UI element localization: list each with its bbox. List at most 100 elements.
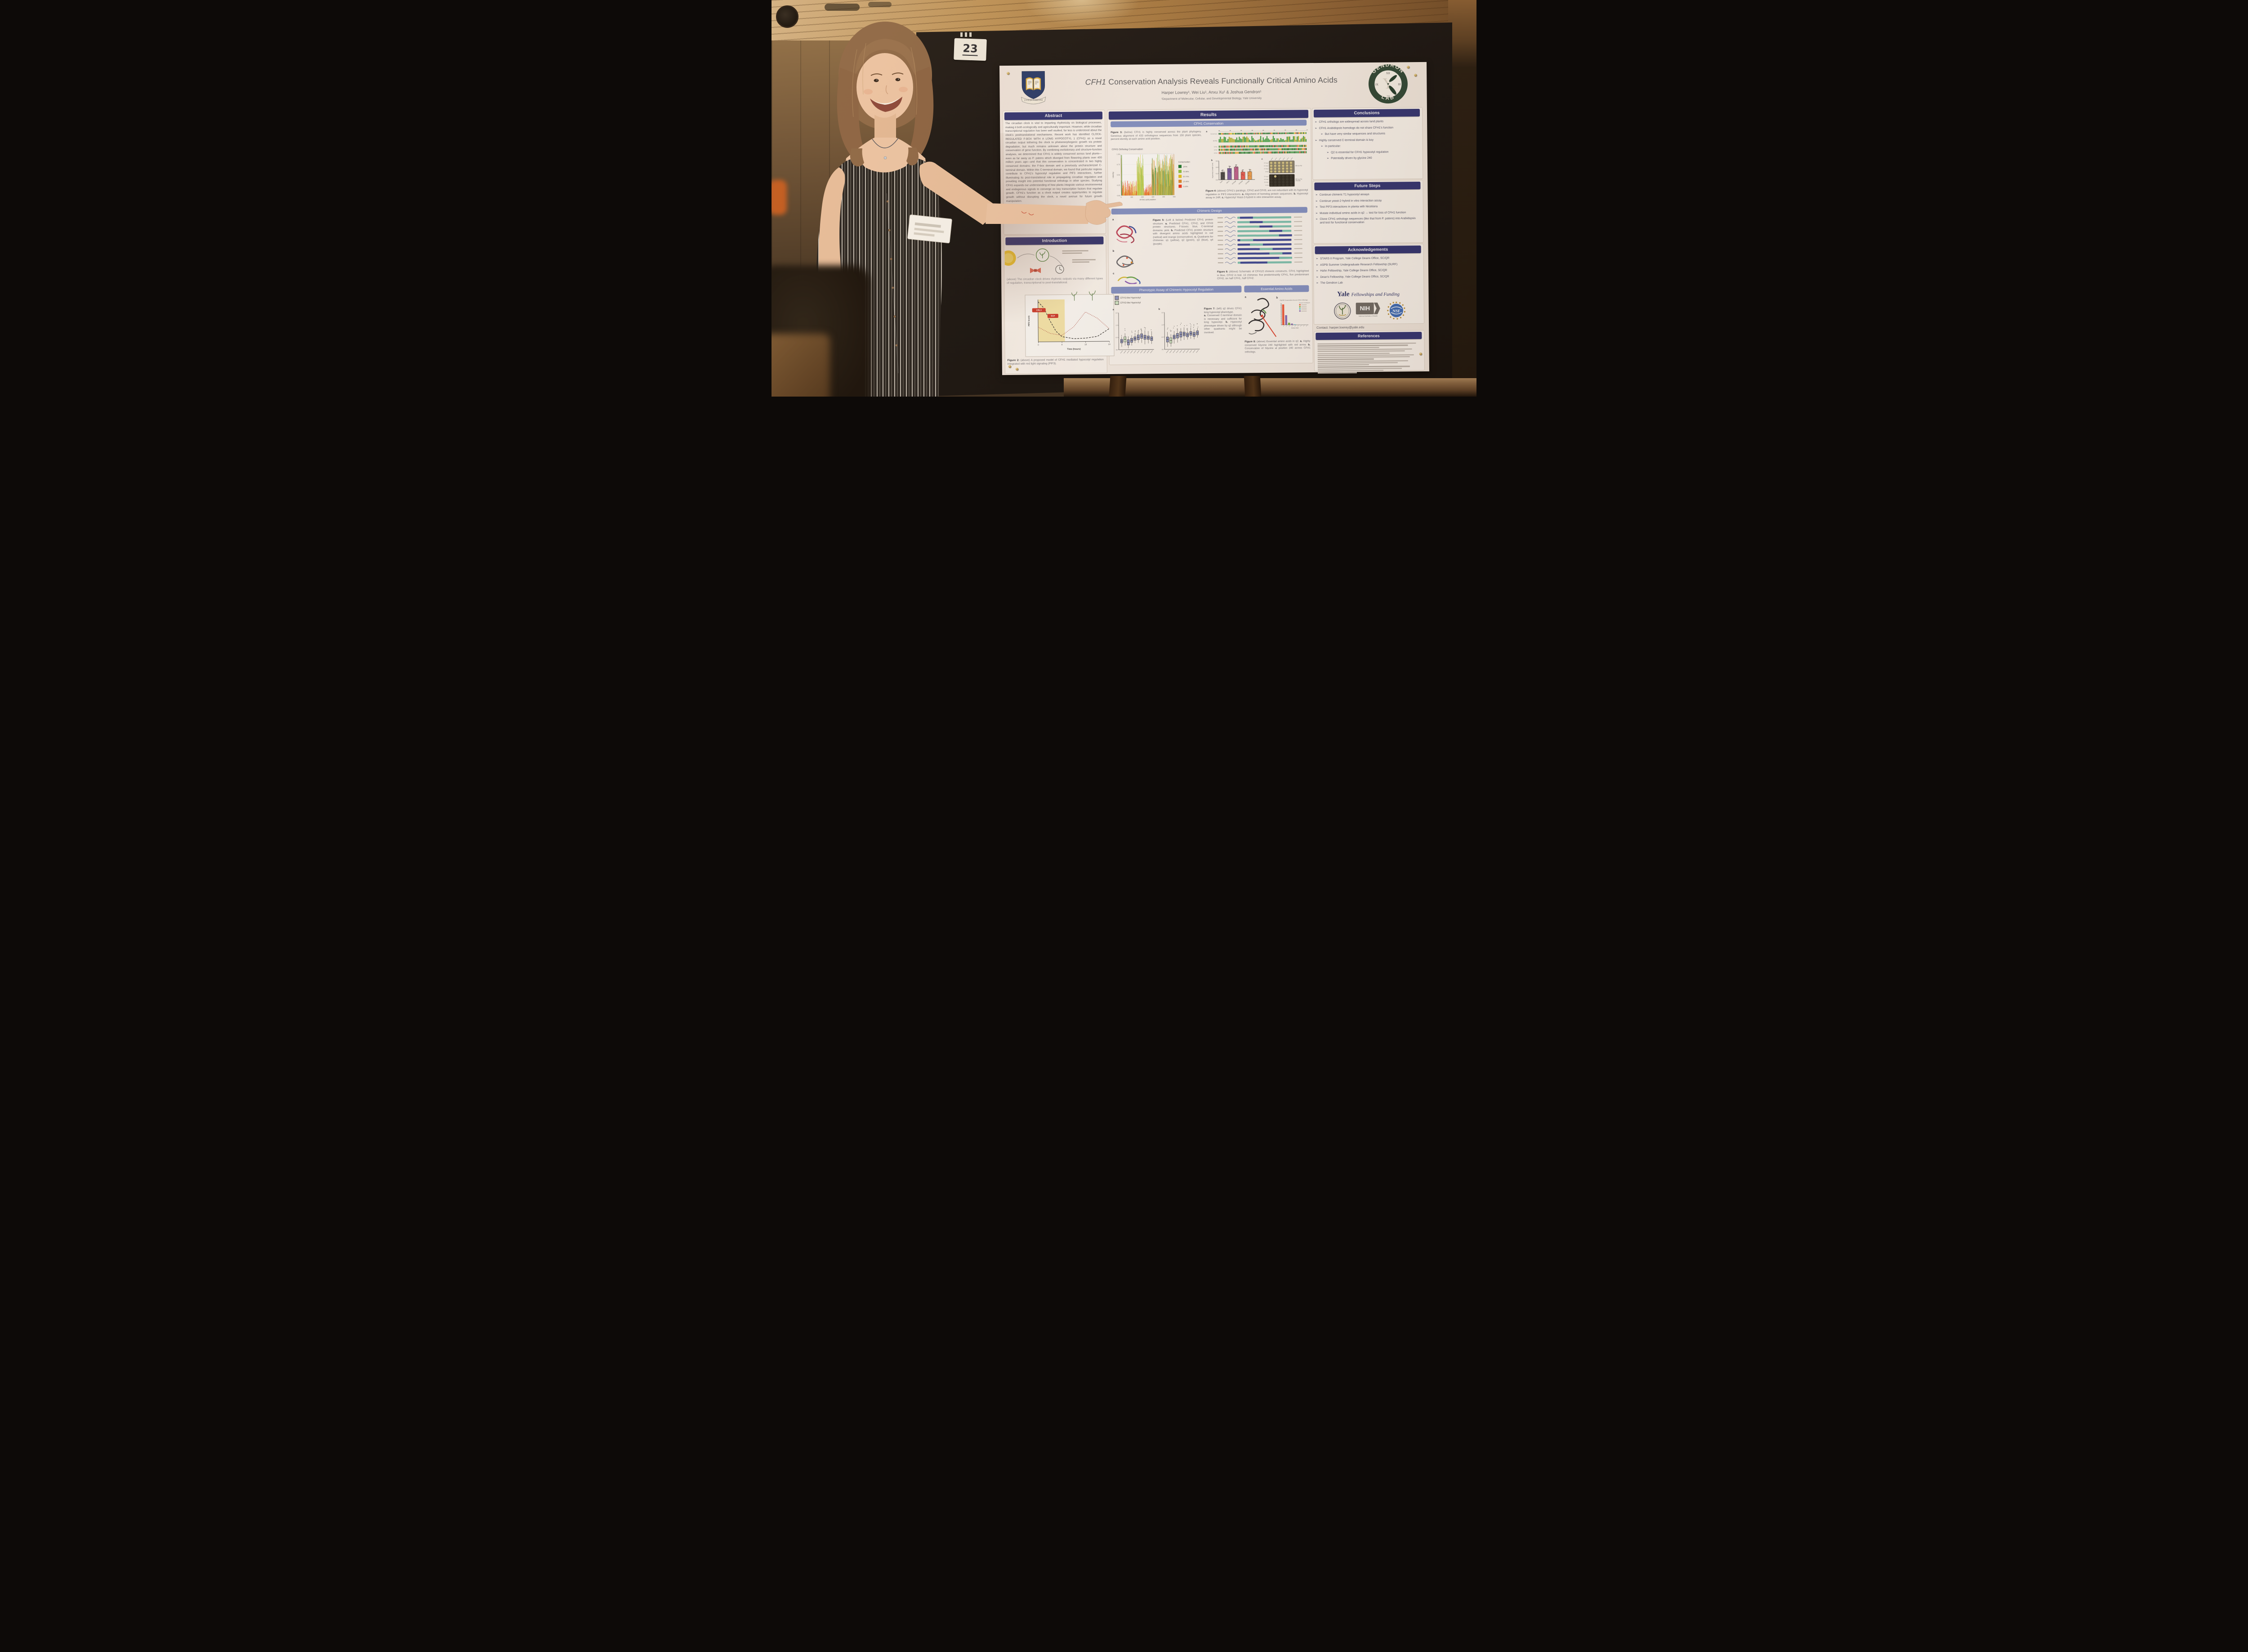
svg-text:Empty: Empty [1265,171,1269,173]
poster-affiliation: ¹Department of Molecular, Cellular, and … [1161,97,1262,101]
svg-text:25-49%: 25-49% [1183,180,1189,183]
bullet-icon: ➢ [1315,120,1317,124]
chimera-row [1218,239,1302,242]
list-item: ➢ Q2 is essential for CFH1 hypocotyl regu… [1315,150,1419,155]
reference-line [1317,354,1414,356]
svg-text:24: 24 [1108,343,1111,345]
clock-numeral: III [1398,83,1401,86]
svg-text:8: 8 [1062,344,1063,346]
future-steps-header: Future Steps [1314,181,1421,191]
list-item-text: Q2 is essential for CFH1 hypocotyl regul… [1331,150,1389,154]
svg-text:1.5: 1.5 [1115,312,1118,314]
yale-wordmark: Yale [1337,290,1350,298]
list-item: ➢ In particular: [1315,144,1419,148]
svg-text:50-74%: 50-74% [1183,175,1189,178]
svg-text:500: 500 [1173,196,1176,198]
legend-swatch [1115,300,1119,305]
svg-text:1.00: 1.00 [1117,153,1120,155]
list-item-text: Test PIF3 interactions in planta with Ni… [1320,205,1378,209]
list-item: ➢ CFH1 Arabidopsis homologs do not share … [1315,126,1419,130]
title-gene-italic: CFH1 [1085,77,1106,87]
reference-line [1317,364,1369,366]
ceiling-light-glow [1023,0,1140,27]
ribbon-quadrants [1117,277,1141,284]
figure7-boxplot-b: b 0.0 0.5 1.0 1.5 [1159,308,1200,353]
pushpin [1419,352,1422,356]
figure3-conservation-chart: 0.00 0.25 0.50 0.75 1.00 0 100 200 300 400 500 Iden… [1112,153,1190,201]
board-number: 23 [962,42,978,56]
svg-text:Amino acid position: Amino acid position [1139,198,1156,201]
pif3-butterfly-icon [1030,268,1041,273]
svg-text:Consensus: Consensus [1210,133,1218,135]
svg-text:0.5: 0.5 [1162,336,1164,338]
figure4-caption: Figure 4: (above) CFH1's paralogs, CFH2 … [1205,189,1308,200]
yale-fellowships-funding: Yale Fellowships and Funding [1316,290,1420,299]
conclusions-list: ➢ CFH1 orthologs are widespread across la… [1315,120,1419,163]
list-item-text: Highly conserved C-terminal domain is ke… [1319,138,1374,142]
svg-text:b: b [1276,297,1278,299]
list-item-text: In particular: [1325,144,1341,148]
chimera-row [1218,230,1302,233]
list-item-text: Continue chimeric T1 hypocotyl assays [1319,192,1369,196]
svg-text:cfh1-1: cfh1-1 [1226,180,1230,184]
list-item: ➢ Mutate individual amino acids in q2 → t… [1316,211,1420,215]
figure1-caption: (above) The circadian clock drives rhyth… [1007,277,1103,285]
list-item-text: STARS II Program, Yale College Deans Off… [1320,256,1390,260]
svg-text:a: a [1113,308,1115,311]
title-rest: Conservation Analysis Reveals Functional… [1106,75,1338,87]
bullet-icon: ➢ [1315,211,1318,215]
list-item-text: Continue yeast-2-hybrid in vitro interac… [1319,199,1382,203]
svg-text:0.2: 0.2 [1216,173,1218,174]
pushpin [1407,66,1410,69]
legend-entry: CFH2-like Hypocotyl [1115,300,1141,305]
figure4c-yeast-assay: cCFH1ΔFCFH2ΔFCFH3ΔFEmptySD-Leu-TrpCFH1ΔF… [1262,157,1302,187]
table-edge [1064,378,1476,397]
ceiling-speaker [776,5,798,28]
right-wall [1448,0,1476,397]
list-item: ➢ But have very similar sequences and str… [1315,132,1419,136]
list-item: ➢ Continue chimeric T1 hypocotyl assays [1316,192,1420,197]
figure3-chart-title: CFH1 Ortholog Conservation [1111,148,1143,151]
svg-text:0.00: 0.00 [1117,195,1120,196]
svg-text:Time (hours): Time (hours) [1067,348,1081,351]
figure2-label: Figure 2: [1007,358,1020,362]
svg-text:0.4: 0.4 [1216,166,1218,168]
list-item-text: ASPB Summer Undergraduate Research Fello… [1320,262,1398,267]
svg-text:0: 0 [1121,196,1122,198]
svg-text:c: c [1262,158,1263,161]
list-item-text: Hahn Fellowship, Yale College Deans Offi… [1320,268,1387,272]
svg-text:SD-Leu-Trp-His-Ade: SD-Leu-Trp -His-Ade [1295,178,1302,182]
svg-text:200: 200 [1141,196,1144,198]
list-item: ➢ STARS II Program, Yale College Deans Of… [1316,256,1420,261]
conclusions-header: Conclusions [1313,109,1420,118]
svg-text:NSF: NSF [1392,308,1401,313]
svg-text:16: 16 [1084,343,1087,345]
fellowships-script: Fellowships and Funding [1351,292,1400,298]
svg-text:Empty: Empty [1265,184,1269,186]
acknowledgements-header: Acknowledgements [1315,245,1421,254]
svg-text:Amino Acid: Amino Acid [1291,327,1298,329]
seedling-icons [1071,290,1096,301]
nsf-logo: NSF [1387,301,1405,320]
svg-text:Conservation: Conservation [1178,161,1190,163]
bullet-icon: ➢ [1315,199,1318,203]
list-item: ➢ Clone CFH1 orthologs sequences (like th… [1316,217,1420,225]
panel-letter-a: a [1112,219,1114,221]
card-mount-tabs [960,32,978,37]
scf-badge: SCF [1047,314,1058,318]
svg-text:CFH1ΔF: CFH1ΔF [1264,162,1269,164]
list-item-text: Clone CFH1 orthologs sequences (like tha… [1320,217,1416,224]
introduction-header: Introduction [1005,237,1104,246]
figure1-diagram [1004,248,1096,274]
leaf-clock-hand [1389,75,1397,82]
svg-text:CFH1ΔF: CFH1ΔF [1264,175,1269,177]
yale-shield-icon: LUX ET VERITAS [1021,71,1046,104]
blurred-foreground-wood [772,334,830,397]
svg-text:100: 100 [1130,196,1133,198]
bullet-icon: ➢ [1316,275,1319,279]
figure2-caption: Figure 2: (above) A proposed model of CF… [1007,358,1104,366]
figure6-chimera-schematics [1217,215,1309,269]
panel-letter-b: b [1113,250,1115,253]
list-item: ➢ Highly conserved C-terminal domain is k… [1315,138,1419,143]
